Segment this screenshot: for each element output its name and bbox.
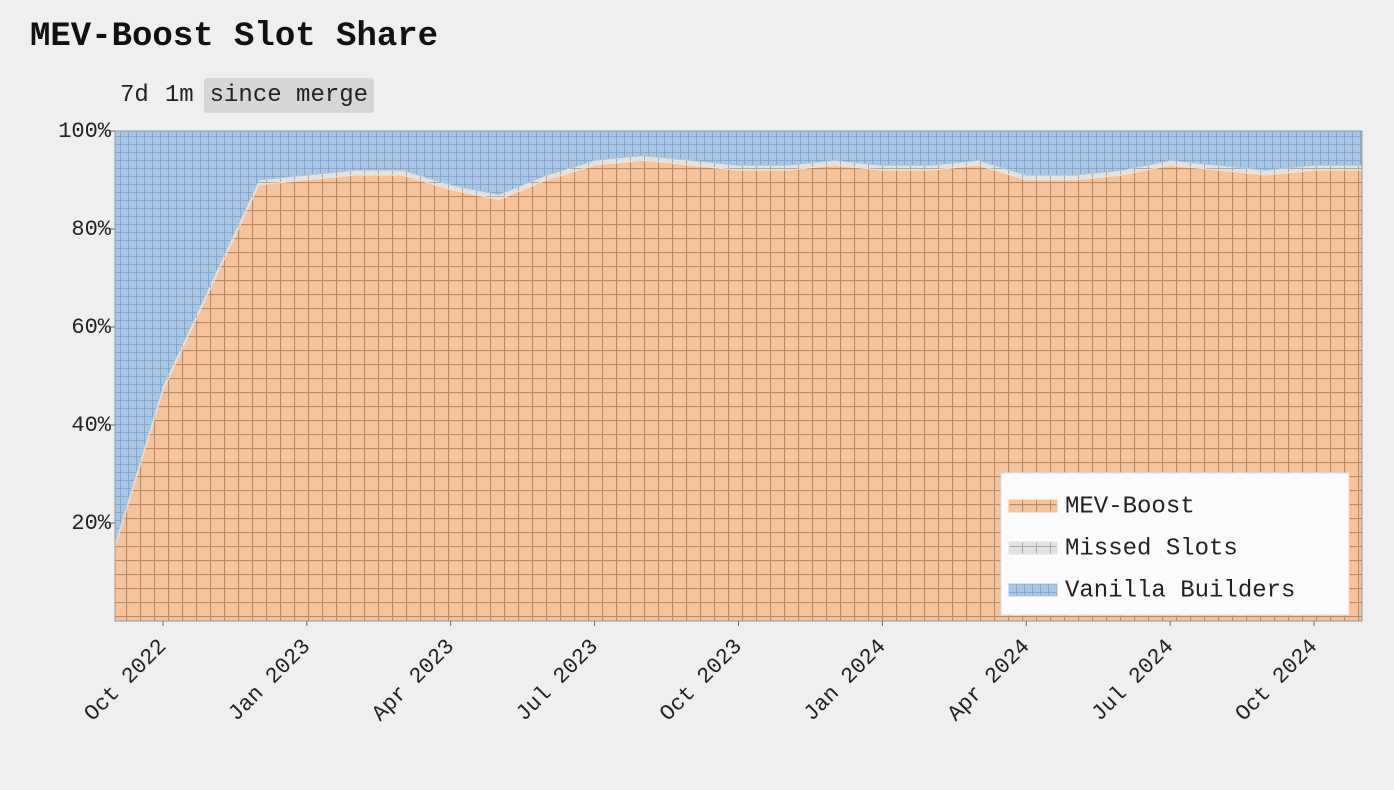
x-tick-label: Oct 2024 bbox=[1231, 634, 1323, 726]
legend: MEV-Boost Missed Slots Vanilla Builders bbox=[1000, 472, 1350, 616]
range-button[interactable]: 1m bbox=[159, 78, 200, 113]
legend-label: Vanilla Builders bbox=[1065, 577, 1295, 604]
x-tick-label: Jul 2024 bbox=[1087, 634, 1179, 726]
y-tick-label: 20% bbox=[71, 511, 111, 536]
legend-label: Missed Slots bbox=[1065, 535, 1238, 562]
y-tick-label: 60% bbox=[71, 315, 111, 340]
legend-label: MEV-Boost bbox=[1065, 493, 1195, 520]
y-tick-label: 80% bbox=[71, 217, 111, 242]
range-button[interactable]: 7d bbox=[114, 78, 155, 113]
range-selector: 7d 1m since merge bbox=[114, 78, 375, 113]
x-tick-label: Jan 2024 bbox=[799, 634, 891, 726]
x-tick-label: Apr 2024 bbox=[943, 634, 1035, 726]
x-tick-label: Jan 2023 bbox=[224, 634, 316, 726]
y-tick-label: 40% bbox=[71, 413, 111, 438]
x-tick-label: Oct 2022 bbox=[80, 634, 172, 726]
legend-box bbox=[1000, 472, 1350, 616]
legend-swatch bbox=[1008, 583, 1058, 597]
x-tick-label: Oct 2023 bbox=[655, 634, 747, 726]
range-button[interactable]: since merge bbox=[203, 78, 375, 113]
x-tick-label: Apr 2023 bbox=[367, 634, 459, 726]
legend-swatch bbox=[1008, 541, 1058, 555]
legend-swatch bbox=[1008, 499, 1058, 513]
x-tick-label: Jul 2023 bbox=[511, 634, 603, 726]
chart-title: MEV-Boost Slot Share bbox=[30, 18, 439, 56]
y-tick-label: 100% bbox=[58, 119, 112, 144]
